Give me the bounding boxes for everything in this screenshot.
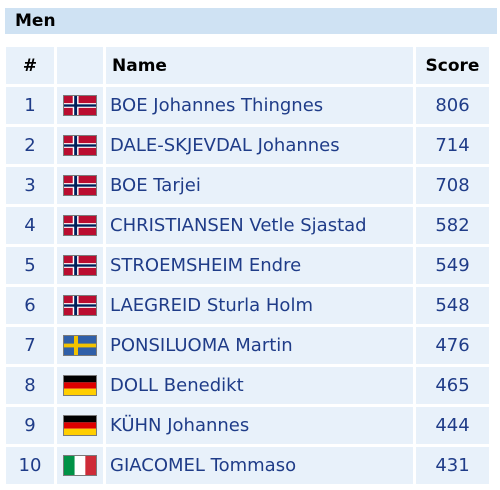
germany-flag-icon xyxy=(63,415,97,437)
table-row: 7 PONSILUOMA Martin 476 xyxy=(6,327,489,364)
rank-cell: 8 xyxy=(6,367,54,404)
flag-cell xyxy=(57,407,103,444)
rank-cell: 6 xyxy=(6,287,54,324)
athlete-name-link[interactable]: CHRISTIANSEN Vetle Sjastad xyxy=(106,207,413,244)
sweden-flag-icon xyxy=(63,335,97,357)
athlete-name-link[interactable]: DOLL Benedikt xyxy=(106,367,413,404)
athlete-name-link[interactable]: KÜHN Johannes xyxy=(106,407,413,444)
athlete-name-link[interactable]: STROEMSHEIM Endre xyxy=(106,247,413,284)
germany-flag-icon xyxy=(63,375,97,397)
athlete-name-link[interactable]: DALE-SKJEVDAL Johannes xyxy=(106,127,413,164)
athlete-name-link[interactable]: PONSILUOMA Martin xyxy=(106,327,413,364)
norway-flag-icon xyxy=(63,95,97,117)
score-cell: 431 xyxy=(416,447,489,484)
name-column-header: Name xyxy=(106,47,413,84)
table-row: 1 BOE Johannes Thingnes 806 xyxy=(6,87,489,124)
table-row: 6 LAEGREID Sturla Holm 548 xyxy=(6,287,489,324)
rank-cell: 10 xyxy=(6,447,54,484)
rank-cell: 9 xyxy=(6,407,54,444)
flag-cell xyxy=(57,127,103,164)
table-row: 3 BOE Tarjei 708 xyxy=(6,167,489,204)
rank-cell: 2 xyxy=(6,127,54,164)
score-cell: 465 xyxy=(416,367,489,404)
rank-cell: 7 xyxy=(6,327,54,364)
athlete-name-link[interactable]: BOE Johannes Thingnes xyxy=(106,87,413,124)
flag-cell xyxy=(57,87,103,124)
score-cell: 476 xyxy=(416,327,489,364)
norway-flag-icon xyxy=(63,175,97,197)
table-row: 9 KÜHN Johannes 444 xyxy=(6,407,489,444)
norway-flag-icon xyxy=(63,295,97,317)
table-row: 4 CHRISTIANSEN Vetle Sjastad 582 xyxy=(6,207,489,244)
rank-cell: 5 xyxy=(6,247,54,284)
flag-cell xyxy=(57,327,103,364)
score-cell: 806 xyxy=(416,87,489,124)
rank-cell: 3 xyxy=(6,167,54,204)
table-header-row: # Name Score xyxy=(6,47,489,84)
rank-cell: 1 xyxy=(6,87,54,124)
table-row: 2 DALE-SKJEVDAL Johannes 714 xyxy=(6,127,489,164)
score-cell: 582 xyxy=(416,207,489,244)
flag-cell xyxy=(57,367,103,404)
athlete-name-link[interactable]: GIACOMEL Tommaso xyxy=(106,447,413,484)
score-cell: 444 xyxy=(416,407,489,444)
flag-cell xyxy=(57,207,103,244)
italy-flag-icon xyxy=(63,455,97,477)
table-row: 5 STROEMSHEIM Endre 549 xyxy=(6,247,489,284)
flag-cell xyxy=(57,287,103,324)
norway-flag-icon xyxy=(63,255,97,277)
score-cell: 548 xyxy=(416,287,489,324)
score-cell: 708 xyxy=(416,167,489,204)
athlete-name-link[interactable]: BOE Tarjei xyxy=(106,167,413,204)
flag-column-header xyxy=(57,47,103,84)
norway-flag-icon xyxy=(63,215,97,237)
score-cell: 549 xyxy=(416,247,489,284)
flag-cell xyxy=(57,247,103,284)
rank-cell: 4 xyxy=(6,207,54,244)
athlete-name-link[interactable]: LAEGREID Sturla Holm xyxy=(106,287,413,324)
score-cell: 714 xyxy=(416,127,489,164)
table-row: 10 GIACOMEL Tommaso 431 xyxy=(6,447,489,484)
section-title: Men xyxy=(5,8,497,34)
table-row: 8 DOLL Benedikt 465 xyxy=(6,367,489,404)
flag-cell xyxy=(57,167,103,204)
score-column-header: Score xyxy=(416,47,489,84)
ranking-table: # Name Score 1 BOE Johannes Thingnes 806 2 D… xyxy=(3,44,492,487)
norway-flag-icon xyxy=(63,135,97,157)
rank-column-header: # xyxy=(6,47,54,84)
flag-cell xyxy=(57,447,103,484)
